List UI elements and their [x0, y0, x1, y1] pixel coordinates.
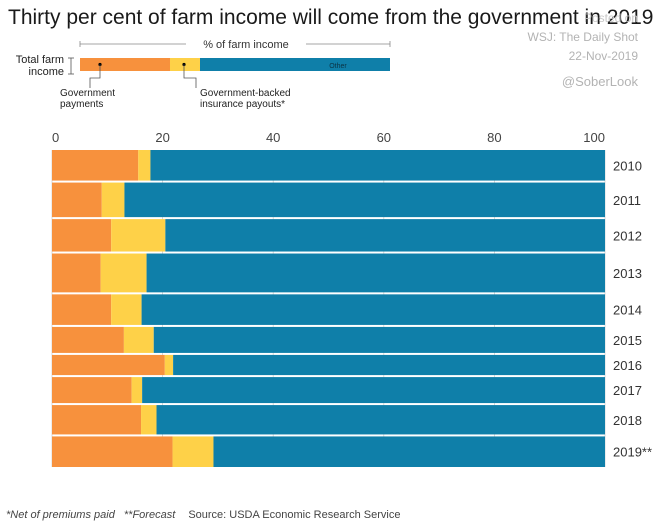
bar-segment-government-payments-2015: [52, 326, 124, 353]
footnote-forecast: **Forecast: [123, 509, 176, 521]
bar-segment-insurance-payouts-2015: [123, 326, 154, 353]
watermark-handle: @SoberLook: [561, 74, 638, 89]
bar-segment-insurance-payouts-2010: [138, 150, 151, 181]
bar-segment-insurance-payouts-2019: [172, 436, 214, 467]
y-category-label: 2010: [613, 158, 642, 173]
y-category-label: 2015: [613, 333, 642, 348]
watermark-publication: WSJ: The Daily Shot: [527, 30, 638, 44]
x-tick-label: 100: [583, 130, 605, 145]
bar-segment-other-2010: [150, 150, 605, 181]
y-category-label: 2014: [613, 303, 642, 318]
legend-row-label-line1: Total farm: [16, 54, 64, 66]
y-category-label: 2013: [613, 266, 642, 281]
footer: *Net of premiums paid **Forecast Source:…: [6, 509, 400, 521]
legend-gov-payments-line1: Government: [60, 88, 115, 99]
bar-segment-government-payments-2010: [52, 150, 139, 181]
legend-swatch-government-payments: [80, 58, 170, 71]
bar-segment-insurance-payouts-2012: [111, 219, 166, 252]
footnote-net-of-premiums: *Net of premiums paid: [6, 509, 115, 521]
watermark-date: 22-Nov-2019: [568, 49, 638, 63]
bar-segment-government-payments-2017: [52, 377, 132, 404]
watermark-source: Posted on: [583, 11, 638, 25]
bar-segment-government-payments-2012: [52, 219, 112, 252]
bar-segment-insurance-payouts-2011: [101, 182, 125, 218]
x-tick-label: 20: [155, 130, 169, 145]
bar-segment-insurance-payouts-2014: [111, 294, 142, 325]
legend: % of farm income Total farm income Other…: [16, 39, 391, 110]
bar-chart: 0 20 40 60 80 100 2010 2011 2012 2013 2014 2015 2016…: [51, 130, 652, 467]
bar-segment-other-2017: [142, 377, 605, 404]
bar-segment-other-2015: [153, 326, 605, 353]
y-category-label: 2016: [613, 358, 642, 373]
bar-segment-other-2018: [156, 405, 605, 435]
x-tick-label: 80: [487, 130, 501, 145]
watermark: Posted on WSJ: The Daily Shot 22-Nov-201…: [528, 9, 638, 91]
x-tick-label: 0: [52, 130, 59, 145]
bar-segment-other-2019: [213, 436, 605, 467]
bar-segment-insurance-payouts-2016: [164, 354, 174, 376]
x-tick-label: 40: [266, 130, 280, 145]
bar-segment-government-payments-2013: [52, 253, 101, 293]
bar-segment-other-2011: [124, 182, 606, 218]
footer-source: Source: USDA Economic Research Service: [188, 509, 401, 521]
chart-title: Thirty per cent of farm income will come…: [8, 6, 654, 29]
x-tick-label: 60: [377, 130, 391, 145]
legend-insurance-line2: insurance payouts*: [200, 99, 285, 110]
legend-header: % of farm income: [203, 39, 289, 51]
y-category-label: 2011: [613, 193, 641, 208]
legend-gov-payments-line2: payments: [60, 99, 103, 110]
bar-segment-government-payments-2019: [52, 436, 173, 467]
bar-segment-insurance-payouts-2013: [100, 253, 147, 293]
bar-segment-other-2016: [173, 354, 605, 376]
bar-segment-government-payments-2018: [52, 405, 142, 435]
legend-row-label-line2: income: [29, 66, 64, 78]
bar-segment-insurance-payouts-2017: [131, 377, 143, 404]
legend-other-label: Other: [329, 63, 347, 70]
bar-segment-other-2014: [141, 294, 605, 325]
bar-segment-other-2013: [146, 253, 606, 293]
y-category-label: 2018: [613, 413, 642, 428]
bar-segment-insurance-payouts-2018: [141, 405, 157, 435]
y-category-label: 2019**: [613, 445, 652, 460]
y-category-label: 2017: [613, 383, 642, 398]
bar-segment-government-payments-2014: [52, 294, 112, 325]
bar-segment-other-2012: [165, 219, 606, 252]
bar-segment-government-payments-2011: [52, 182, 102, 218]
bar-segment-government-payments-2016: [52, 354, 165, 376]
legend-swatch-other: [200, 58, 390, 71]
legend-insurance-line1: Government-backed: [200, 88, 291, 99]
y-category-label: 2012: [613, 228, 642, 243]
